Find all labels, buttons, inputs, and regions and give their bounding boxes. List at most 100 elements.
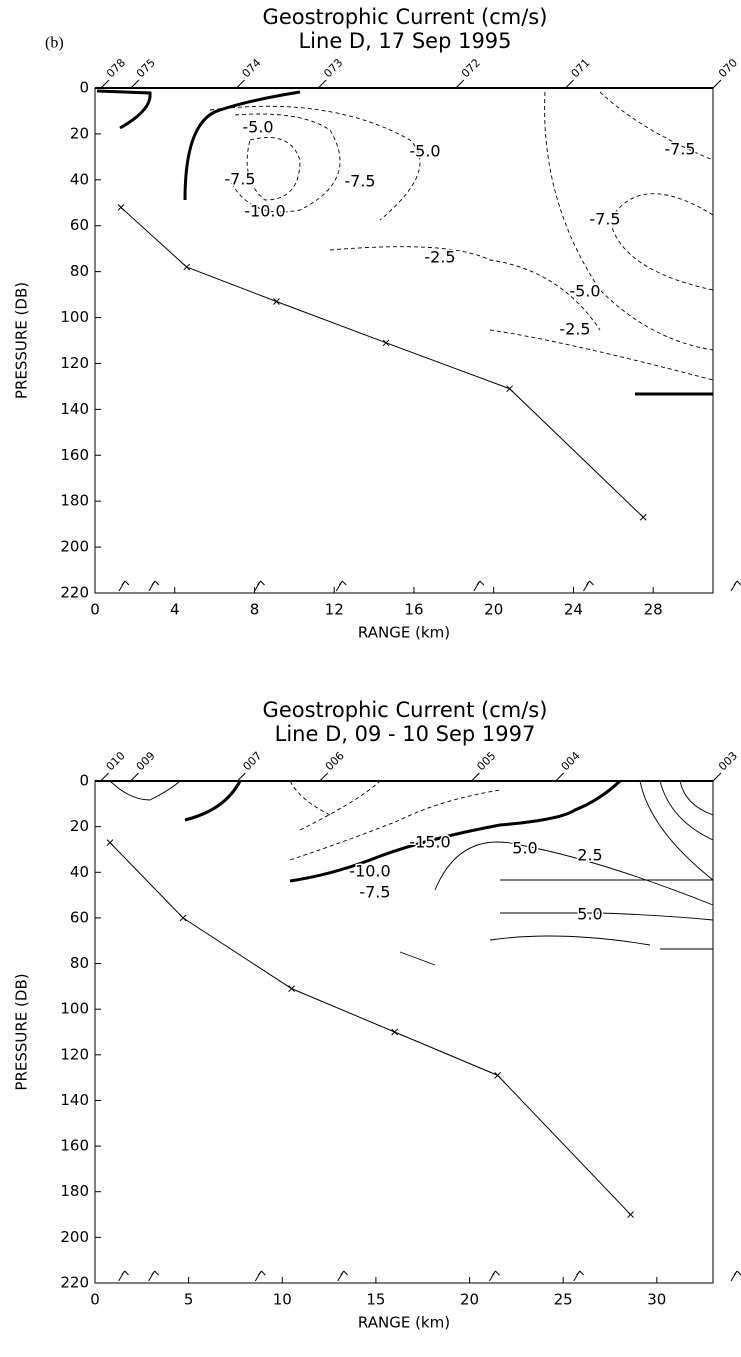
x-tick-label: 0	[90, 601, 100, 619]
station-label: 075	[134, 56, 158, 80]
station-tick	[130, 79, 140, 89]
contour-label: -5.0	[409, 142, 440, 161]
x-tick-label: 5	[184, 1291, 194, 1309]
contour-label: -10.0	[244, 202, 285, 221]
x-tick-label: 15	[366, 1291, 385, 1309]
y-tick-label: 80	[70, 954, 89, 972]
contour-label: -5.0	[242, 118, 273, 137]
x-tick-label: 12	[325, 601, 344, 619]
station-tick	[236, 772, 246, 782]
station-tick	[319, 772, 329, 782]
contour-label: -7.5	[589, 210, 620, 229]
y-tick-label: 140	[60, 400, 89, 418]
y-tick-label: 200	[60, 538, 89, 556]
bottom-depth-line	[109, 842, 631, 1215]
x-axis-label: RANGE (km)	[358, 624, 450, 642]
contour-label: -2.5	[424, 248, 455, 267]
panel-label: (b)	[45, 35, 64, 52]
station-label: 071	[569, 56, 593, 80]
x-tick-label: 28	[644, 601, 663, 619]
y-tick-label: 200	[60, 1228, 89, 1246]
station-arrow	[148, 580, 160, 592]
chart-subtitle: Line D, 17 Sep 1995	[298, 29, 511, 53]
contours	[96, 89, 714, 966]
y-tick-label: 60	[70, 216, 89, 234]
station-tick	[130, 772, 139, 782]
station-marker	[391, 1028, 398, 1036]
x-tick-label: 20	[484, 601, 503, 619]
y-tick-label: 40	[70, 863, 89, 881]
y-tick-label: 180	[60, 492, 89, 510]
y-tick-label: 0	[79, 79, 89, 97]
station-marker	[382, 339, 390, 347]
y-axis-label: PRESSURE (DB)	[13, 282, 31, 399]
station-tick	[712, 79, 722, 89]
station-tick	[565, 79, 574, 89]
station-arrow	[118, 1270, 129, 1282]
contour-label: -15.0	[409, 833, 450, 852]
station-arrow	[337, 1270, 349, 1282]
contour-label: -2.5	[559, 320, 590, 339]
station-arrow	[488, 1270, 500, 1282]
station-label: 003	[716, 749, 740, 773]
contour-label: -5.0	[569, 282, 600, 301]
x-tick-label: 24	[564, 601, 583, 619]
station-marker	[506, 385, 514, 393]
y-tick-label: 120	[60, 1045, 89, 1063]
station-marker	[494, 1071, 501, 1079]
station-marker	[639, 513, 647, 521]
chart-title: Geostrophic Current (cm/s)	[263, 698, 548, 722]
station-label: 004	[559, 749, 583, 773]
station-label: 010	[104, 749, 128, 773]
y-tick-label: 100	[60, 308, 89, 326]
station-arrow	[730, 1270, 741, 1282]
x-tick-label: 30	[647, 1291, 666, 1309]
chart-title: Geostrophic Current (cm/s)	[263, 5, 548, 29]
x-tick-label: 8	[250, 601, 260, 619]
x-tick-label: 25	[554, 1291, 573, 1309]
contour-label: 5.0	[512, 839, 537, 858]
y-tick-label: 120	[60, 354, 89, 372]
chart-subtitle: Line D, 09 - 10 Sep 1997	[275, 722, 536, 746]
x-tick-label: 10	[273, 1291, 292, 1309]
y-tick-label: 20	[70, 124, 89, 142]
station-marker	[273, 298, 280, 305]
station-tick	[471, 772, 480, 782]
y-tick-label: 60	[70, 908, 89, 926]
y-tick-label: 0	[79, 772, 89, 790]
station-label: 074	[240, 56, 264, 80]
contour-label: -7.5	[359, 883, 390, 902]
x-tick-label: 4	[170, 601, 180, 619]
contour-label: -7.5	[344, 172, 375, 191]
x-tick-label: 20	[460, 1291, 479, 1309]
station-arrow	[730, 580, 741, 592]
station-arrow	[118, 580, 130, 592]
contour-label: 5.0	[577, 905, 602, 924]
station-tick	[317, 79, 327, 89]
y-tick-label: 160	[60, 1137, 89, 1155]
station-label: 009	[134, 749, 158, 773]
station-marker	[179, 914, 187, 922]
contour-label: 2.5	[577, 846, 602, 865]
y-tick-label: 220	[60, 1274, 89, 1292]
station-label: 072	[459, 56, 483, 80]
x-tick-label: 16	[404, 601, 423, 619]
contour-label: -10.0	[349, 862, 390, 881]
x-axis-label: RANGE (km)	[358, 1314, 450, 1332]
station-marker	[627, 1211, 634, 1218]
y-tick-label: 100	[60, 1000, 89, 1018]
y-tick-label: 220	[60, 584, 89, 602]
y-tick-label: 20	[70, 817, 89, 835]
y-tick-label: 40	[70, 170, 89, 188]
station-label: 078	[104, 56, 128, 80]
x-tick-label: 0	[90, 1291, 100, 1309]
station-arrow	[335, 580, 347, 592]
plot-frame	[94, 780, 714, 1284]
station-marker	[183, 263, 191, 271]
contour-label: -7.5	[224, 170, 255, 189]
station-arrow	[583, 580, 594, 592]
station-arrow	[254, 1270, 266, 1282]
station-tick	[100, 79, 110, 89]
station-marker	[106, 839, 114, 846]
